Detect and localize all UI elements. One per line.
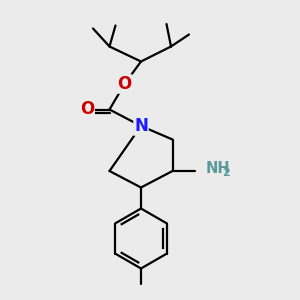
Text: O: O	[117, 75, 132, 93]
Text: NH: NH	[206, 161, 230, 176]
Text: N: N	[134, 117, 148, 135]
Text: 2: 2	[223, 168, 230, 178]
Text: O: O	[80, 100, 94, 118]
